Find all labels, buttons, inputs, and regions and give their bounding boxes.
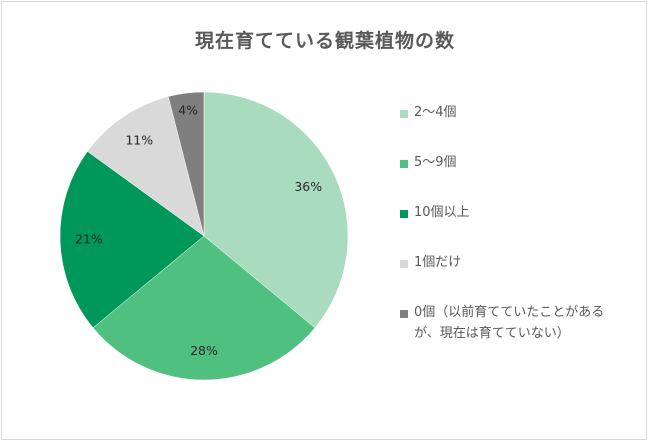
legend-swatch-4 (400, 310, 408, 318)
legend-item-4: 0個（以前育てていたことがあるが、現在は育てていない） (400, 305, 640, 355)
slice-data-label-3: 11% (125, 133, 153, 148)
chart-title: 現在育てている観葉植物の数 (194, 30, 455, 52)
legend-label-0: 2～4個 (414, 105, 457, 120)
slice-data-label-4: 4% (178, 102, 198, 117)
pie-slice-3 (87, 96, 205, 237)
legend-item-2: 10個以上 (400, 205, 640, 255)
pie-slice-1 (92, 235, 316, 381)
pie-slice-0 (203, 91, 349, 329)
pie-slice-2 (59, 151, 205, 329)
pie-slice-4 (167, 91, 205, 237)
slice-data-label-1: 28% (190, 343, 218, 358)
chart-legend: 2～4個 5～9個 10個以上 1個だけ 0個（以前育てていたことがあるが、現在は育てて… (400, 105, 640, 355)
legend-label-4: 0個（以前育てていたことがあるが、現在は育てていない） (414, 305, 605, 341)
legend-item-1: 5～9個 (400, 155, 640, 205)
legend-swatch-3 (400, 260, 408, 268)
legend-label-3: 1個だけ (414, 255, 462, 270)
legend-label-1: 5～9個 (414, 155, 457, 170)
slice-data-label-0: 36% (294, 179, 322, 194)
legend-label-2: 10個以上 (414, 205, 470, 220)
slice-data-label-2: 21% (75, 232, 103, 247)
legend-swatch-0 (400, 110, 408, 118)
legend-item-3: 1個だけ (400, 255, 640, 305)
legend-item-0: 2～4個 (400, 105, 640, 155)
legend-swatch-2 (400, 210, 408, 218)
legend-swatch-1 (400, 160, 408, 168)
